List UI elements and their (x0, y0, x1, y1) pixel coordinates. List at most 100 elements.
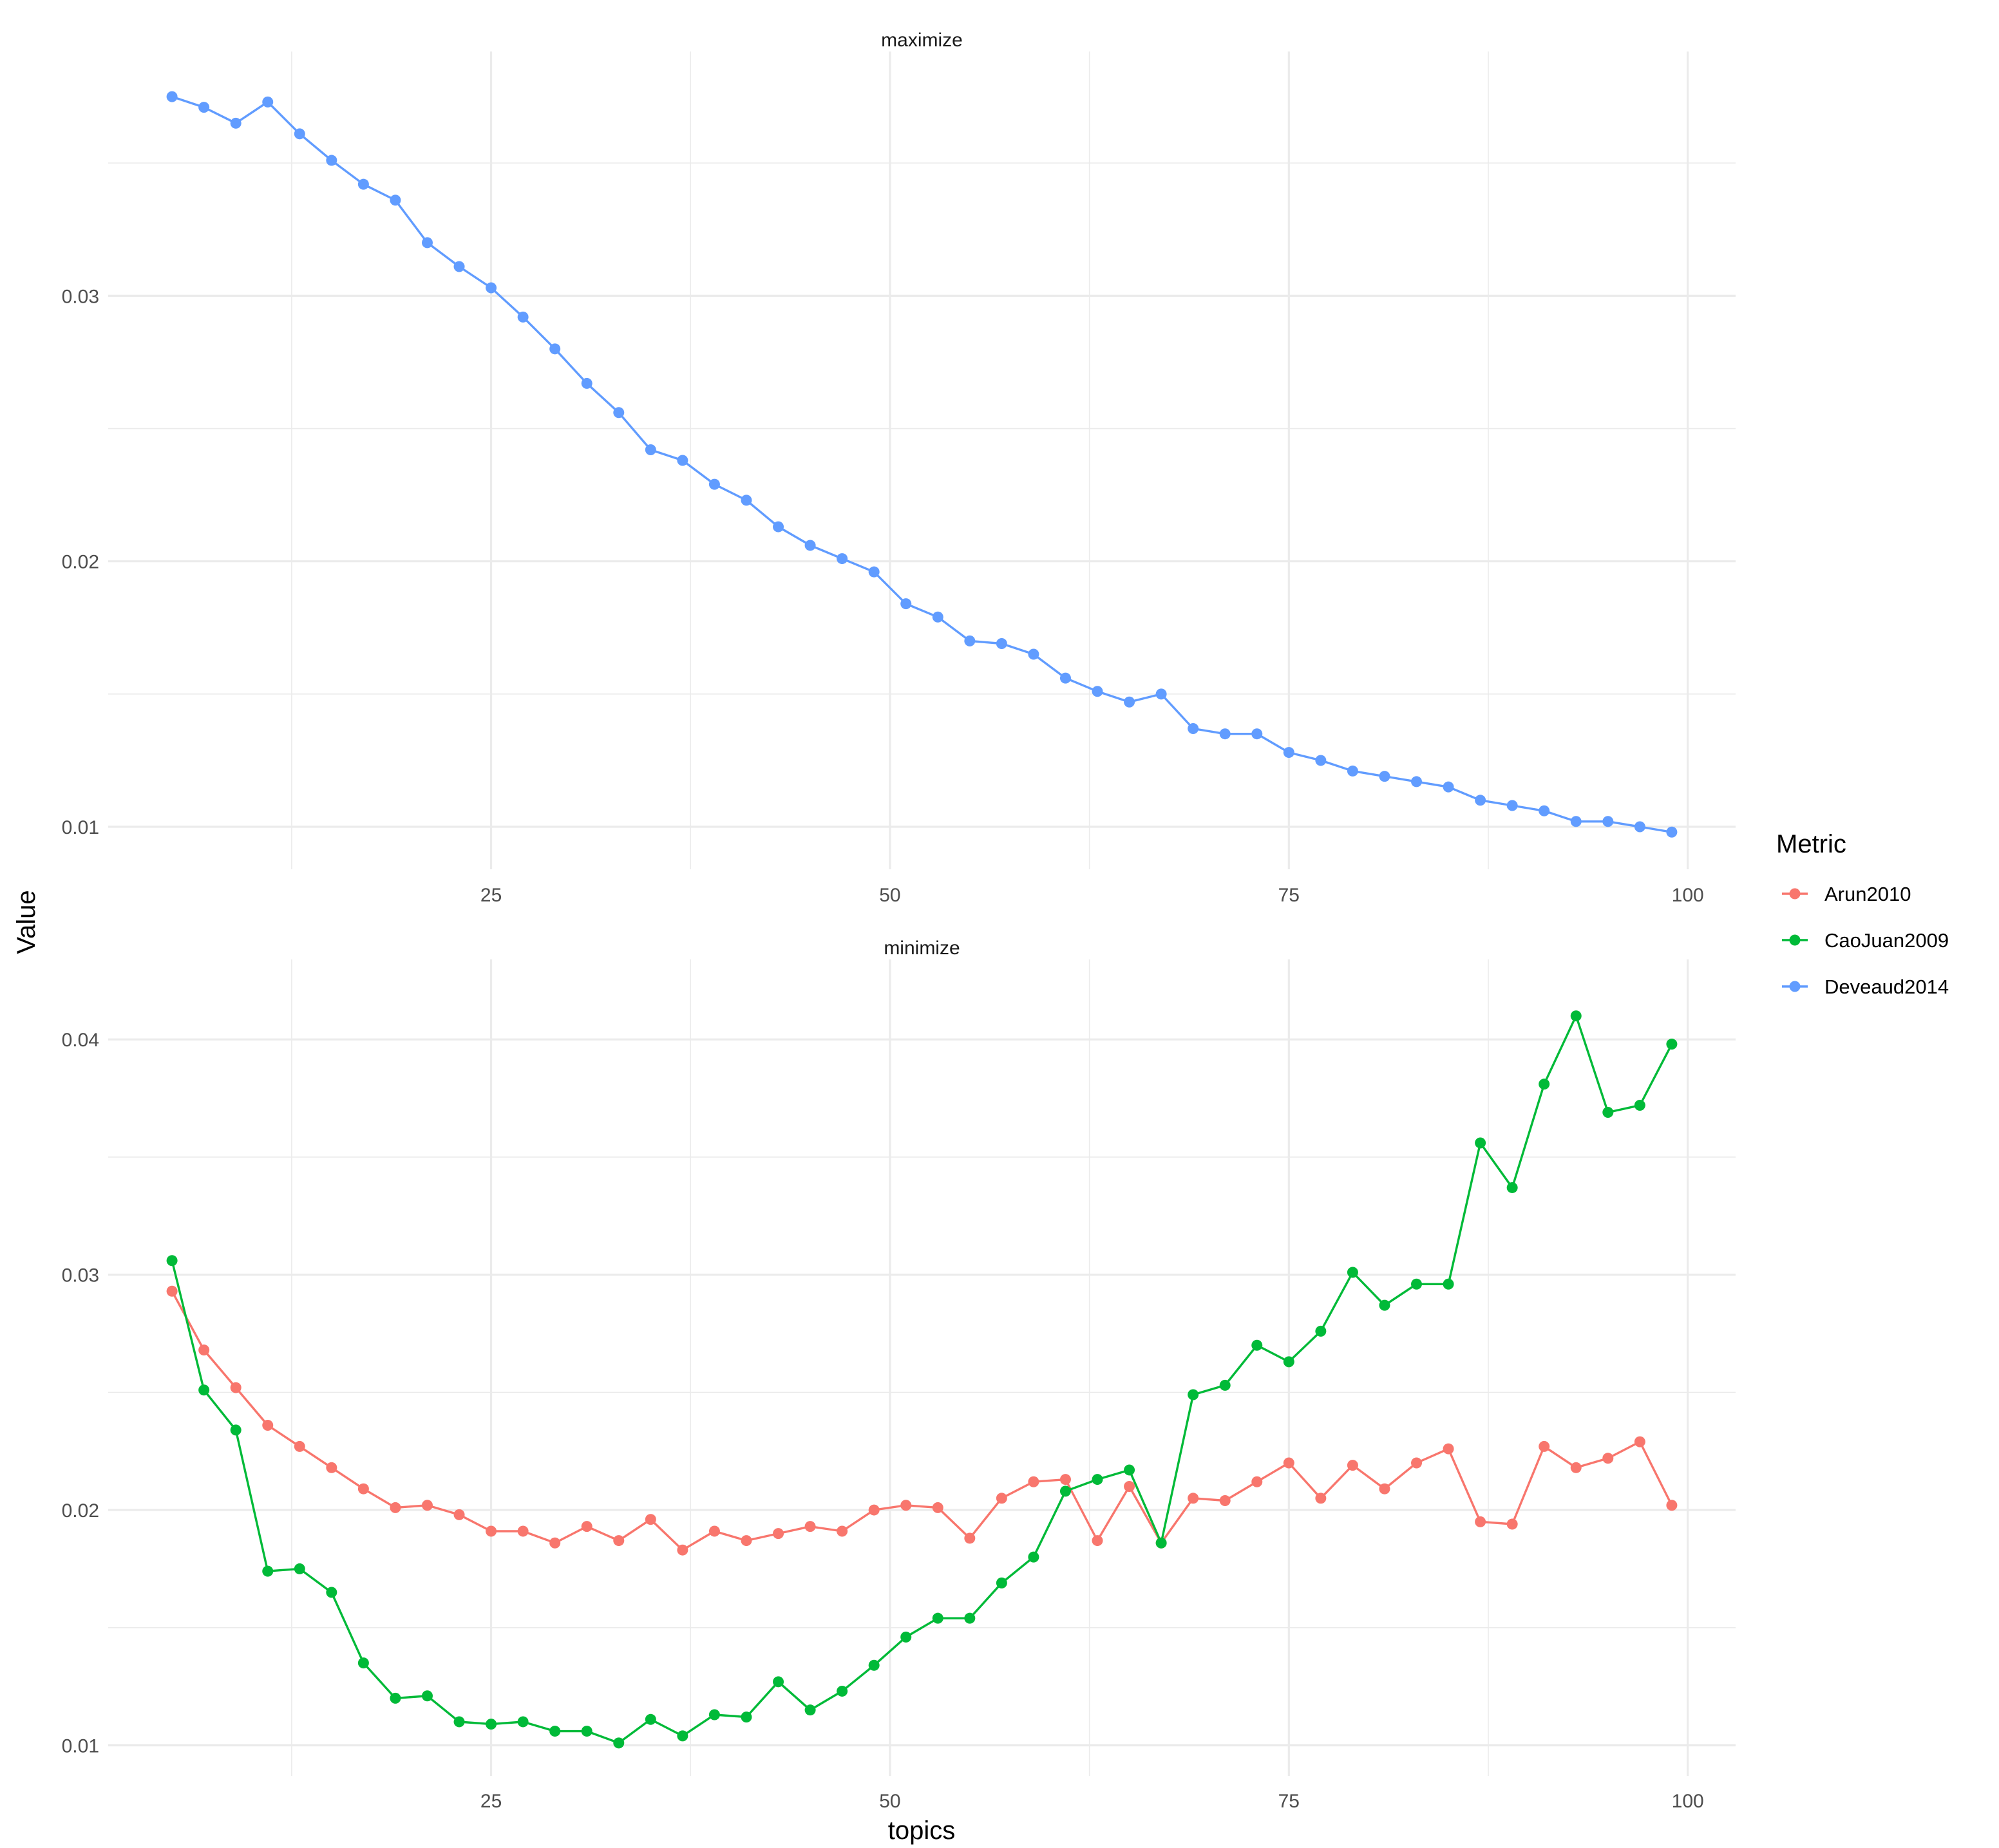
data-point (1283, 1457, 1294, 1469)
data-point (837, 1525, 848, 1537)
data-point (486, 1719, 497, 1730)
facet-panel-minimize: minimize 25 50 75 100 0.01 0.02 0.03 0.04 (62, 938, 1736, 1812)
data-point (741, 1535, 752, 1547)
data-point (1188, 722, 1199, 734)
data-point (868, 1504, 880, 1516)
legend-key-point (1789, 888, 1801, 900)
data-point (1634, 821, 1645, 833)
data-point (868, 1659, 880, 1671)
data-point (1283, 1356, 1294, 1368)
data-point (1475, 795, 1486, 806)
grid-lines (108, 52, 1736, 869)
x-tick-label: 100 (1672, 1791, 1704, 1812)
data-point (166, 1285, 178, 1297)
data-point (517, 311, 529, 323)
data-point (1570, 816, 1582, 827)
data-point (1315, 1325, 1327, 1337)
data-point (390, 194, 401, 206)
data-point (453, 1716, 465, 1728)
data-point (1443, 1443, 1454, 1455)
data-point (166, 1255, 178, 1267)
x-tick-label: 50 (879, 885, 900, 906)
data-point (837, 553, 848, 565)
data-point (677, 1544, 688, 1556)
data-point (1124, 696, 1135, 708)
data-point (421, 237, 433, 249)
x-tick-label: 50 (879, 1791, 900, 1812)
facet-strip-title: minimize (884, 938, 960, 959)
facet-strip-title: maximize (881, 30, 963, 51)
data-point (549, 343, 561, 355)
data-point (1539, 1440, 1550, 1452)
data-point (1219, 1494, 1231, 1506)
data-point (804, 1521, 816, 1532)
data-point (166, 91, 178, 102)
data-point (1188, 1389, 1199, 1400)
data-point (1124, 1464, 1135, 1476)
data-point (198, 1344, 210, 1356)
data-point (357, 178, 369, 190)
data-point (326, 1587, 337, 1598)
data-point (1092, 686, 1103, 697)
data-point (1411, 776, 1423, 787)
data-point (1666, 1500, 1678, 1511)
x-tick-label: 25 (480, 885, 502, 906)
data-point (517, 1716, 529, 1728)
data-point (708, 1525, 720, 1537)
data-point (1379, 1299, 1390, 1311)
data-point (1028, 648, 1039, 660)
data-point (390, 1502, 401, 1513)
data-point (1059, 1474, 1071, 1485)
data-point (1634, 1436, 1645, 1447)
data-point (645, 444, 656, 456)
data-point (1602, 1107, 1614, 1118)
series-line (171, 95, 1673, 834)
data-point (1219, 1379, 1231, 1391)
data-point (198, 102, 210, 113)
data-point (198, 1384, 210, 1396)
data-point (1475, 1516, 1486, 1527)
legend: Metric Arun2010 CaoJuan2009 Deveaud2014 (1776, 830, 1949, 998)
data-point (900, 1631, 912, 1643)
x-tick-label: 100 (1672, 885, 1704, 906)
legend-entry-arun2010: Arun2010 (1782, 883, 1911, 905)
data-point (294, 128, 305, 140)
data-point (964, 1532, 976, 1544)
data-point (421, 1690, 433, 1702)
data-point (1602, 1453, 1614, 1464)
data-point (230, 1382, 242, 1393)
data-point (837, 1685, 848, 1697)
data-point (1539, 1079, 1550, 1090)
data-point (262, 1565, 274, 1577)
data-point (1602, 816, 1614, 827)
data-point (1155, 1537, 1167, 1549)
series-line (171, 1014, 1673, 1744)
data-point (1379, 1483, 1390, 1494)
data-point (294, 1563, 305, 1574)
data-point (1539, 805, 1550, 816)
legend-label: CaoJuan2009 (1824, 929, 1949, 952)
legend-label: Arun2010 (1824, 883, 1911, 905)
data-point (773, 1528, 784, 1540)
data-point (390, 1692, 401, 1704)
data-point (1251, 728, 1263, 740)
data-point (1475, 1137, 1486, 1149)
x-axis-title: topics (888, 1816, 956, 1845)
data-point (996, 638, 1007, 650)
data-point (581, 1726, 592, 1737)
x-tick-label: 25 (480, 1791, 502, 1812)
data-point (1506, 1182, 1518, 1193)
data-point (1124, 1481, 1135, 1493)
data-point (262, 1420, 274, 1431)
data-point (326, 155, 337, 166)
data-point (1028, 1551, 1039, 1563)
data-point (1251, 1476, 1263, 1487)
y-tick-label: 0.03 (62, 286, 99, 307)
data-point (294, 1440, 305, 1452)
y-tick-label: 0.01 (62, 817, 99, 838)
data-point (613, 1535, 625, 1547)
data-point (932, 1612, 943, 1624)
data-point (1570, 1010, 1582, 1022)
data-point (1443, 1278, 1454, 1290)
data-point (1315, 1493, 1327, 1504)
